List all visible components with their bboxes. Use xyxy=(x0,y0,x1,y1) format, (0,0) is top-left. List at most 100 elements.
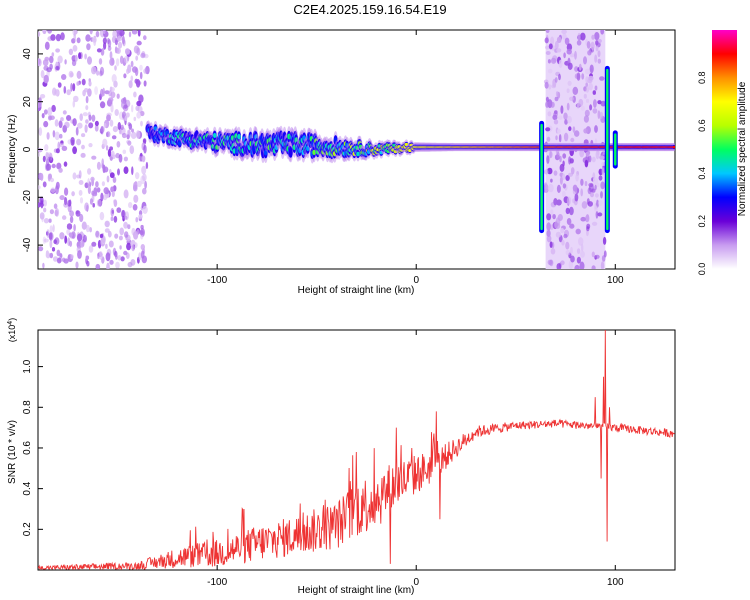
noise-cell xyxy=(135,172,140,180)
noise-cell xyxy=(91,155,97,160)
ridge-core xyxy=(356,151,360,157)
spike-core xyxy=(540,123,543,231)
noise-cell xyxy=(141,155,146,163)
noise-cell xyxy=(570,255,575,263)
noise-cell xyxy=(126,242,132,251)
noise-cell xyxy=(580,178,584,186)
noise-cell xyxy=(111,135,117,140)
noise-cell xyxy=(568,260,573,269)
noise-cell xyxy=(591,251,595,258)
noise-cell xyxy=(139,71,143,80)
noise-cell xyxy=(583,93,587,99)
noise-cell xyxy=(88,80,92,87)
noise-cell xyxy=(53,203,58,209)
noise-cell xyxy=(101,236,106,244)
noise-cell xyxy=(553,170,558,176)
noise-cell xyxy=(99,211,105,221)
ridge-core xyxy=(289,149,293,155)
noise-cell xyxy=(64,197,68,206)
noise-cell xyxy=(48,218,52,223)
snr-panel: -100 0 100 0.2 0.4 0.6 0.8 1.0 Height of straig… xyxy=(7,318,676,596)
noise-cell xyxy=(119,227,124,236)
noise-cell xyxy=(72,118,77,127)
noise-cell xyxy=(583,139,589,146)
noise-cell xyxy=(601,255,606,262)
noise-cell xyxy=(119,245,122,250)
noise-cell xyxy=(64,187,69,196)
noise-cell xyxy=(554,40,559,50)
noise-cell xyxy=(76,70,82,79)
noise-cell xyxy=(546,222,551,231)
noise-cell xyxy=(110,103,114,113)
noise-cell xyxy=(544,81,549,89)
noise-cell xyxy=(597,100,602,105)
noise-cell xyxy=(48,232,54,241)
noise-cell xyxy=(594,193,599,198)
noise-cell xyxy=(116,141,121,148)
noise-cell xyxy=(55,65,60,71)
noise-cell xyxy=(547,68,553,74)
noise-cell xyxy=(127,140,132,146)
noise-cell xyxy=(548,84,552,90)
noise-cell xyxy=(591,34,595,40)
colorbar-tick-label: 0.2 xyxy=(697,215,707,228)
noise-cell xyxy=(45,252,51,259)
noise-cell xyxy=(87,88,92,97)
noise-cell xyxy=(122,104,129,112)
noise-cell xyxy=(580,216,586,222)
noise-cell xyxy=(117,122,122,130)
noise-cell xyxy=(56,162,62,170)
noise-cell xyxy=(88,114,92,121)
noise-cell xyxy=(114,65,117,71)
noise-cell xyxy=(572,86,579,95)
noise-cell xyxy=(116,93,120,99)
noise-cell xyxy=(563,233,568,239)
noise-cell xyxy=(49,209,55,215)
noise-cell xyxy=(68,48,74,55)
noise-cell xyxy=(123,156,128,162)
noise-cell xyxy=(96,70,100,76)
noise-cell xyxy=(125,48,130,55)
noise-cell xyxy=(558,73,561,81)
spectrogram-marks xyxy=(38,30,675,269)
noise-cell xyxy=(94,120,99,127)
noise-cell xyxy=(85,255,90,260)
noise-cell xyxy=(87,168,92,175)
noise-cell xyxy=(136,47,141,56)
noise-cell xyxy=(108,240,114,248)
noise-cell xyxy=(131,104,134,113)
noise-cell xyxy=(72,30,77,36)
noise-cell xyxy=(82,112,88,117)
noise-cell xyxy=(108,97,114,103)
noise-cell xyxy=(560,105,564,114)
noise-cell xyxy=(593,99,597,108)
noise-cell xyxy=(145,161,149,170)
snr-ytick-label: 0.2 xyxy=(22,522,33,536)
noise-cell xyxy=(550,36,555,46)
noise-cell xyxy=(131,30,138,35)
noise-cell xyxy=(558,115,563,120)
noise-cell xyxy=(95,30,100,38)
noise-cell xyxy=(99,101,106,109)
noise-cell xyxy=(77,250,82,259)
noise-cell xyxy=(546,155,550,164)
noise-cell xyxy=(563,52,566,59)
colorbar-ticks: 0.0 0.2 0.4 0.6 0.8 xyxy=(697,72,707,276)
noise-cell xyxy=(121,132,127,139)
noise-cell xyxy=(59,232,65,240)
noise-cell xyxy=(123,55,129,64)
noise-cell xyxy=(565,175,570,181)
spectrogram-ytick-label: 0 xyxy=(22,146,33,152)
noise-cell xyxy=(61,74,67,80)
noise-cell xyxy=(562,153,567,159)
noise-cell xyxy=(43,218,49,224)
noise-cell xyxy=(55,148,60,154)
noise-cell xyxy=(569,223,575,229)
noise-cell xyxy=(569,147,574,157)
noise-cell xyxy=(64,235,68,244)
noise-cell xyxy=(106,131,111,138)
noise-cell xyxy=(39,196,44,205)
noise-cell xyxy=(595,46,599,52)
noise-cell xyxy=(53,239,57,245)
noise-cell xyxy=(126,134,130,140)
